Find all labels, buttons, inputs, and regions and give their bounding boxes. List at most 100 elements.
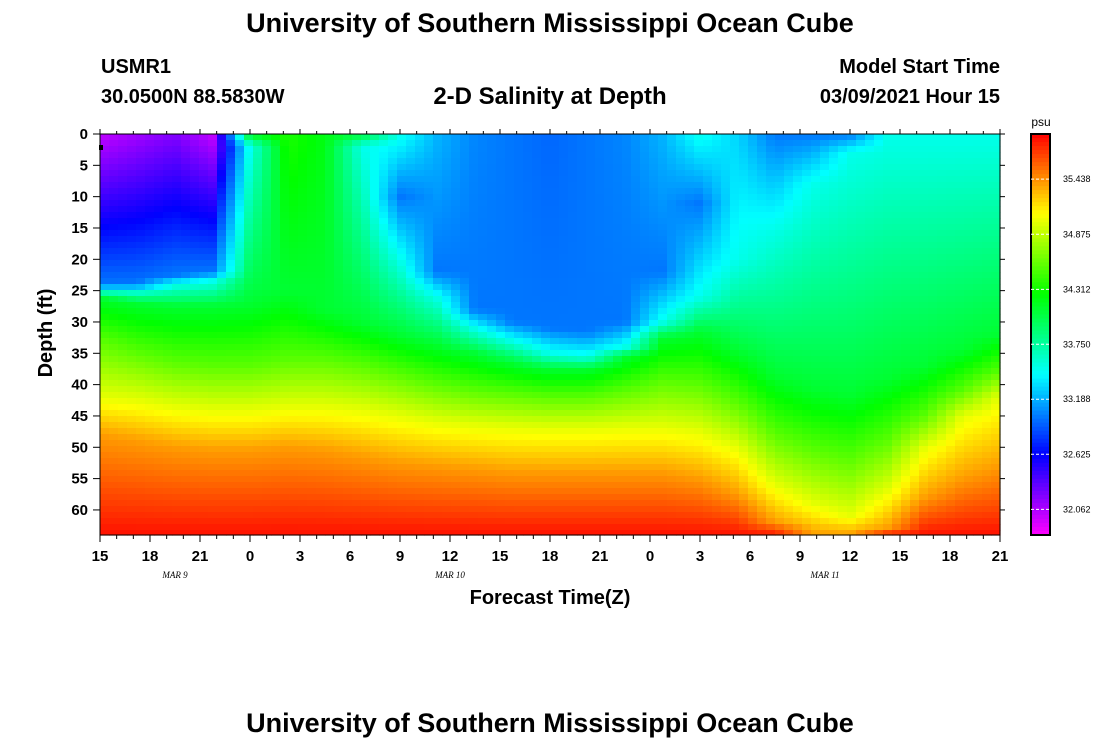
heatmap-cell [199,482,209,489]
heatmap-cell [532,470,542,477]
heatmap-cell [487,512,497,519]
heatmap-cell [271,272,281,279]
heatmap-cell [172,464,182,471]
heatmap-cell [712,428,722,435]
heatmap-cell [523,308,533,315]
heatmap-cell [622,272,632,279]
heatmap-cell [550,470,560,477]
heatmap-cell [559,398,569,405]
heatmap-cell [667,524,677,531]
heatmap-cell [208,476,218,483]
heatmap-cell [433,188,443,195]
heatmap-cell [658,482,668,489]
heatmap-cell [505,170,515,177]
heatmap-cell [208,530,218,536]
heatmap-cell [307,524,317,531]
heatmap-cell [694,488,704,495]
heatmap-cell [469,296,479,303]
heatmap-cell [460,524,470,531]
heatmap-cell [226,260,236,267]
heatmap-cell [514,320,524,327]
heatmap-cell [370,416,380,423]
heatmap-cell [217,278,227,285]
heatmap-cell [235,212,245,219]
heatmap-cell [118,350,128,357]
heatmap-cell [712,332,722,339]
heatmap-cell [667,152,677,159]
heatmap-cell [415,308,425,315]
heatmap-cell [244,344,254,351]
heatmap-cell [424,284,434,291]
heatmap-cell [532,146,542,153]
heatmap-cell [577,200,587,207]
heatmap-cell [406,302,416,309]
heatmap-cell [208,440,218,447]
heatmap-cell [397,320,407,327]
heatmap-cell [721,482,731,489]
heatmap-cell [703,278,713,285]
heatmap-cell [244,290,254,297]
heatmap-cell [307,428,317,435]
heatmap-cell [541,284,551,291]
heatmap-cell [613,224,623,231]
heatmap-cell [127,512,137,519]
heatmap-cell [343,452,353,459]
heatmap-cell [703,356,713,363]
heatmap-cell [118,134,128,141]
heatmap-cell [550,374,560,381]
heatmap-cell [568,284,578,291]
heatmap-cell [730,290,740,297]
heatmap-cell [118,242,128,249]
heatmap-cell [505,482,515,489]
heatmap-cell [388,266,398,273]
heatmap-cell [523,344,533,351]
heatmap-cell [388,320,398,327]
heatmap-cell [415,278,425,285]
heatmap-cell [721,158,731,165]
heatmap-cell [307,446,317,453]
heatmap-cell [757,470,767,477]
heatmap-cell [181,398,191,405]
heatmap-cell [532,452,542,459]
heatmap-cell [397,428,407,435]
heatmap-cell [199,206,209,213]
heatmap-cell [595,248,605,255]
heatmap-cell [595,338,605,345]
heatmap-cell [235,146,245,153]
heatmap-cell [667,458,677,465]
heatmap-cell [145,500,155,507]
heatmap-cell [577,518,587,525]
heatmap-cell [568,332,578,339]
heatmap-cell [109,296,119,303]
heatmap-cell [595,344,605,351]
heatmap-cell [424,170,434,177]
heatmap-cell [703,416,713,423]
heatmap-cell [568,170,578,177]
heatmap-cell [478,398,488,405]
heatmap-cell [568,134,578,141]
heatmap-cell [388,416,398,423]
heatmap-cell [289,392,299,399]
heatmap-cell [748,398,758,405]
heatmap-cell [766,284,776,291]
heatmap-cell [109,494,119,501]
heatmap-cell [532,308,542,315]
heatmap-cell [244,296,254,303]
heatmap-cell [676,266,686,273]
heatmap-cell [613,488,623,495]
heatmap-cell [550,344,560,351]
heatmap-cell [208,302,218,309]
heatmap-cell [460,434,470,441]
heatmap-cell [406,158,416,165]
heatmap-cell [757,326,767,333]
heatmap-cell [739,464,749,471]
heatmap-cell [244,266,254,273]
heatmap-cell [487,254,497,261]
heatmap-cell [280,302,290,309]
heatmap-cell [496,152,506,159]
heatmap-cell [163,326,173,333]
heatmap-cell [739,230,749,237]
heatmap-cell [415,512,425,519]
heatmap-cell [289,524,299,531]
heatmap-cell [316,248,326,255]
